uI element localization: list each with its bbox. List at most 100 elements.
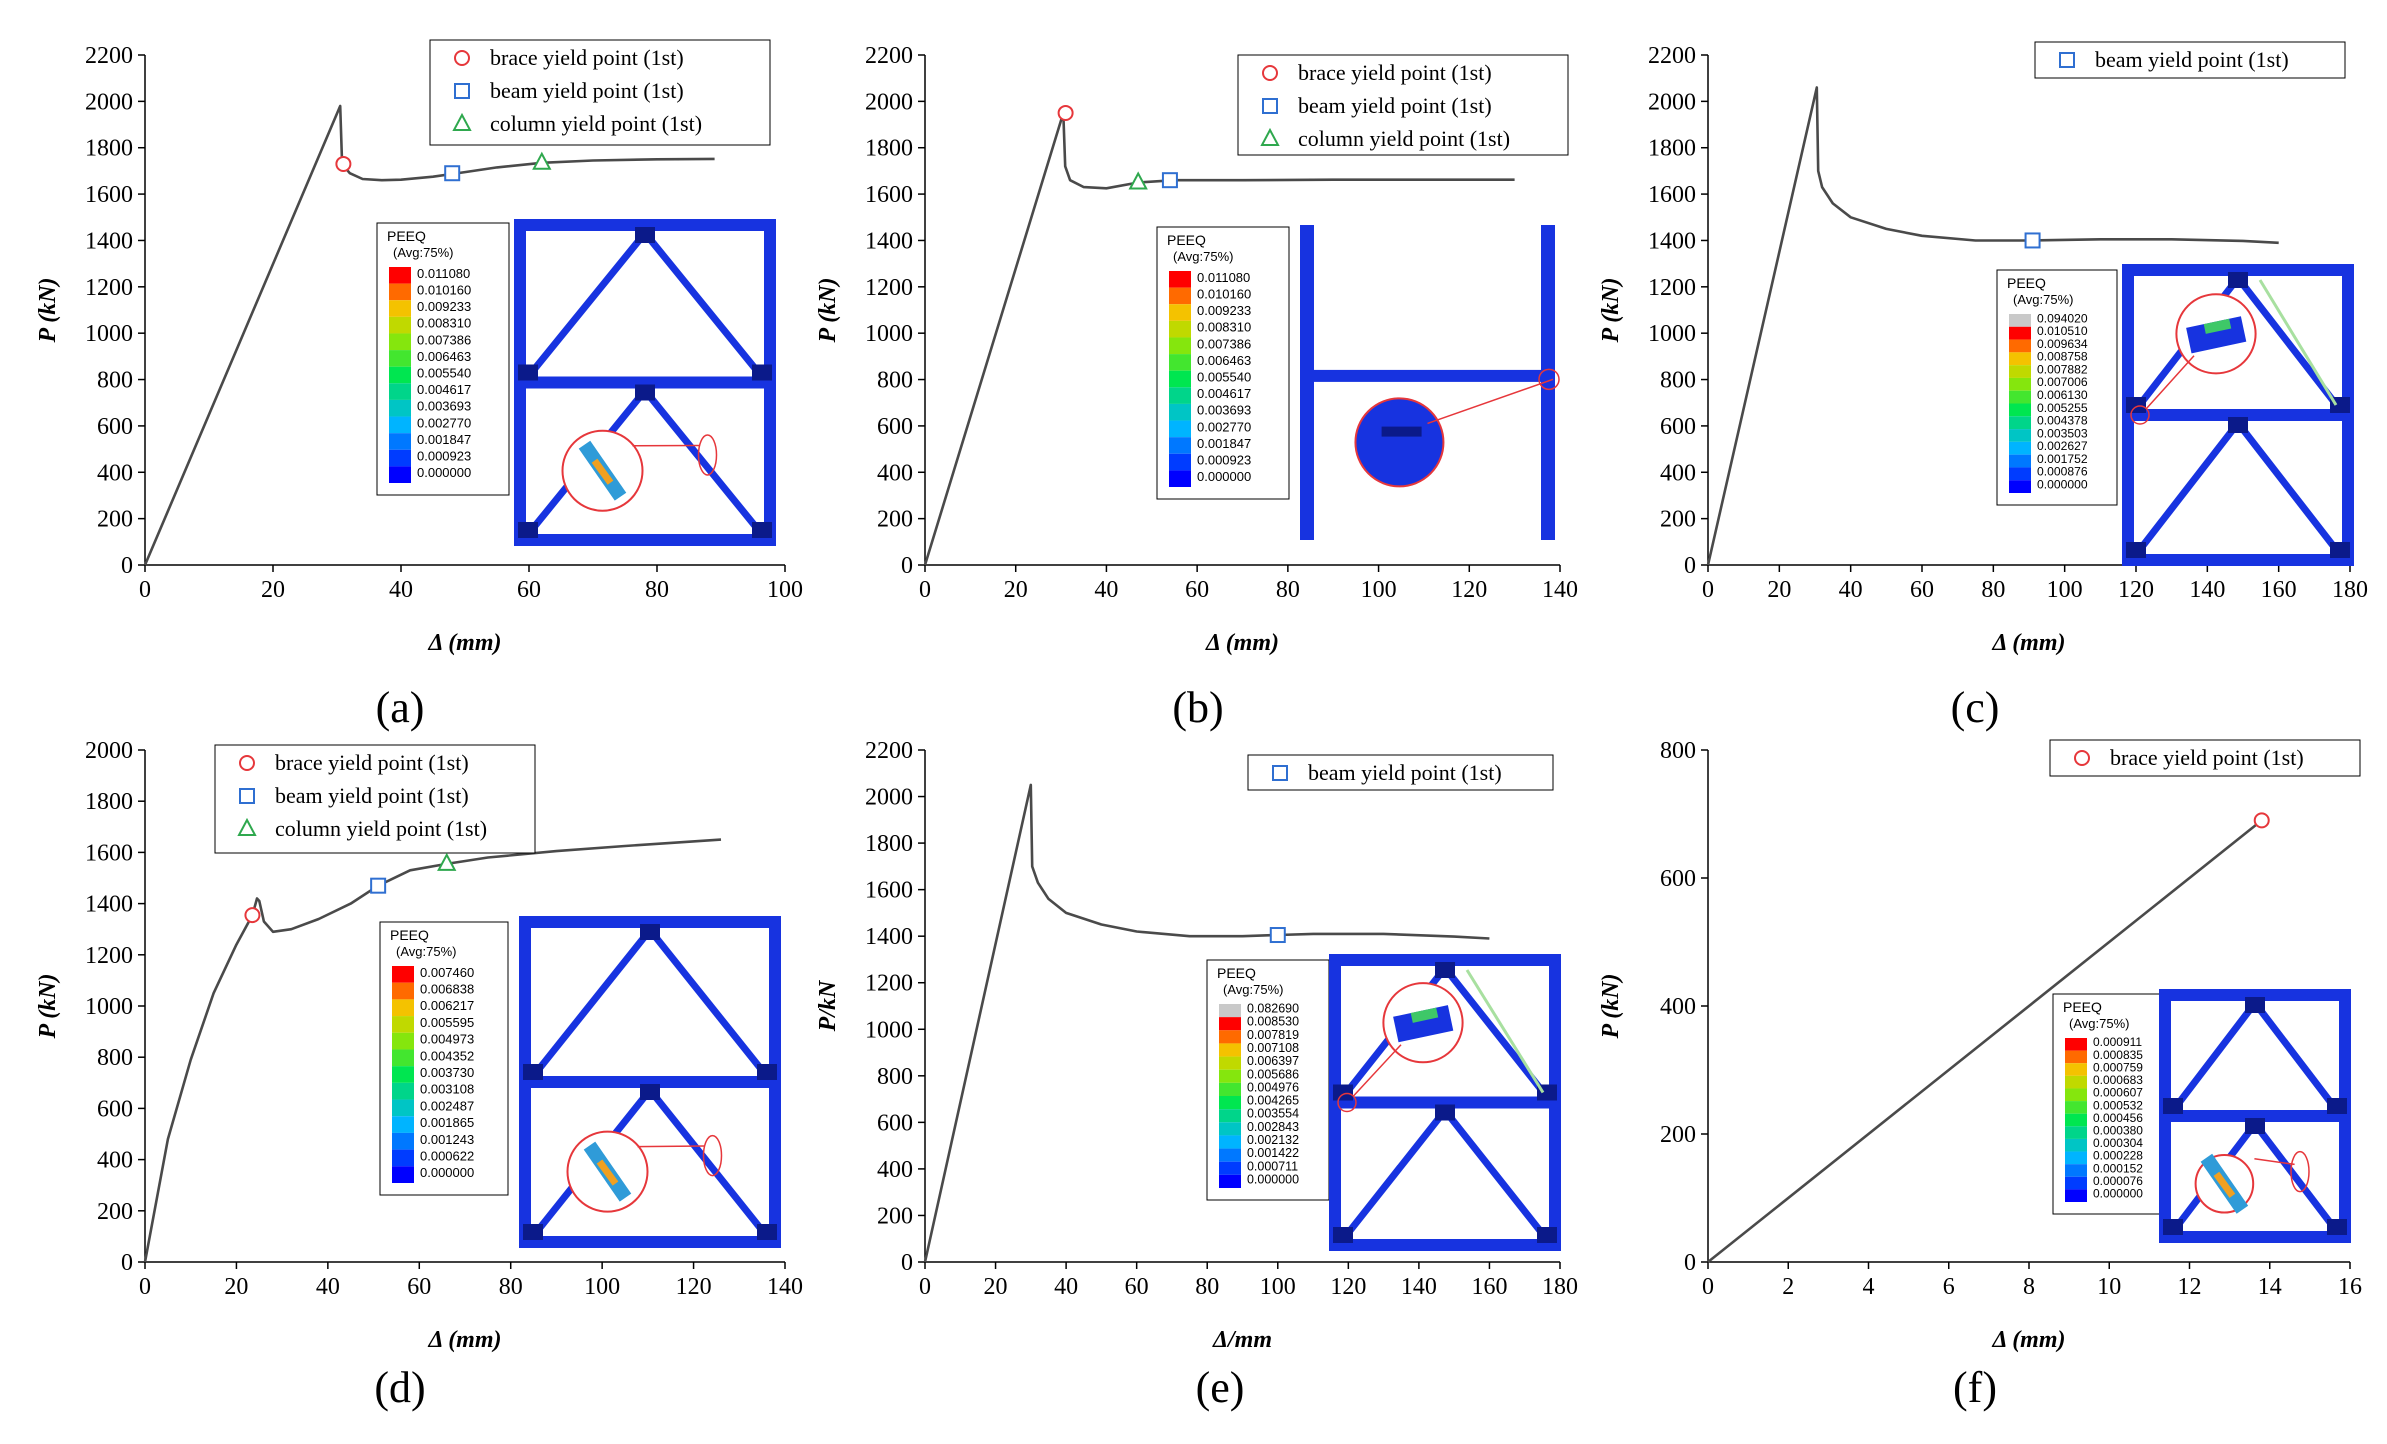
fem-brace — [530, 233, 645, 375]
peeq-value: 0.003554 — [1247, 1107, 1299, 1121]
peeq-swatch — [2009, 429, 2031, 442]
peeq-swatch — [389, 333, 411, 350]
y-tick-label: 1400 — [865, 924, 913, 950]
y-tick-label: 1800 — [85, 789, 133, 815]
y-tick-label: 1200 — [865, 275, 913, 301]
peeq-value: 0.000622 — [420, 1148, 474, 1163]
peeq-swatch — [389, 284, 411, 301]
peeq-value: 0.000923 — [1197, 453, 1251, 468]
peeq-value: 0.001847 — [1197, 436, 1251, 451]
fem-gusset — [1333, 1227, 1353, 1243]
x-tick-label: 20 — [1767, 577, 1791, 603]
fem-gusset — [2327, 1098, 2347, 1114]
x-tick-label: 100 — [767, 577, 803, 603]
y-tick-label: 0 — [121, 553, 133, 579]
legend-label-column: column yield point (1st) — [1298, 126, 1510, 151]
x-tick-label: 120 — [1451, 577, 1487, 603]
peeq-swatch — [2009, 314, 2031, 327]
y-tick-label: 800 — [877, 1064, 913, 1090]
chart-panel-a: 0 20 40 60 80 1000200400600800100012001400160… — [35, 40, 803, 732]
y-tick-label: 600 — [877, 1110, 913, 1136]
fem-yield-band — [2260, 280, 2336, 405]
peeq-value: 0.008310 — [417, 316, 471, 331]
x-tick-label: 40 — [1054, 1274, 1078, 1300]
x-tick-label: 0 — [919, 1274, 931, 1300]
y-tick-label: 2000 — [85, 738, 133, 764]
x-tick-label: 10 — [2097, 1274, 2121, 1300]
x-tick-label: 100 — [1260, 1274, 1296, 1300]
legend-marker-brace — [2075, 751, 2089, 765]
y-tick-label: 1600 — [85, 182, 133, 208]
peeq-value: 0.005686 — [1247, 1067, 1299, 1081]
peeq-title: PEEQ — [387, 228, 426, 244]
x-tick-label: 100 — [2047, 577, 2083, 603]
peeq-swatch — [1169, 288, 1191, 305]
peeq-legend: PEEQ(Avg:75%)0.0826900.0085300.0078190.0… — [1207, 960, 1329, 1200]
x-tick-label: 60 — [517, 577, 541, 603]
fem-zoom-leader — [2254, 1159, 2294, 1165]
fem-gusset — [523, 1064, 543, 1080]
yield-marker-brace — [336, 157, 350, 171]
peeq-swatch — [2009, 327, 2031, 340]
y-tick-label: 600 — [97, 1096, 133, 1122]
x-tick-label: 16 — [2338, 1274, 2362, 1300]
legend-marker-beam — [2060, 53, 2074, 67]
fem-gusset — [640, 924, 660, 940]
peeq-swatch — [392, 1100, 414, 1117]
fem-gusset — [2330, 542, 2350, 558]
peeq-swatch — [392, 999, 414, 1016]
y-tick-label: 2200 — [85, 43, 133, 69]
peeq-swatch — [1219, 1070, 1241, 1083]
fem-gusset — [752, 365, 772, 381]
peeq-title: PEEQ — [1217, 965, 1256, 981]
x-tick-label: 140 — [1542, 577, 1578, 603]
x-axis-label: Δ (mm) — [427, 1327, 501, 1353]
x-tick-label: 0 — [1702, 577, 1714, 603]
x-tick-label: 160 — [2261, 577, 2297, 603]
yield-marker-brace — [1059, 106, 1073, 120]
peeq-swatch — [2065, 1088, 2087, 1101]
y-tick-label: 600 — [877, 414, 913, 440]
y-tick-label: 1200 — [85, 943, 133, 969]
y-tick-label: 400 — [97, 460, 133, 486]
chart-panel-c: 0 20 40 60 80 100 120 140 160 1800200400600800100… — [1598, 42, 2368, 732]
peeq-swatch — [389, 400, 411, 417]
peeq-swatch — [1219, 1096, 1241, 1109]
legend-label-column: column yield point (1st) — [490, 111, 702, 136]
x-tick-label: 140 — [1401, 1274, 1437, 1300]
peeq-swatch — [2065, 1076, 2087, 1089]
legend-label-beam: beam yield point (1st) — [2095, 47, 2289, 72]
peeq-value: 0.000000 — [417, 465, 471, 480]
peeq-value: 0.001243 — [420, 1132, 474, 1147]
peeq-swatch — [1219, 1017, 1241, 1030]
peeq-value: 0.009233 — [1197, 303, 1251, 318]
chart-panel-f: 0 2 4 6 8 10 12 14 160200400600800Δ (mm)P (kN)(f… — [1598, 738, 2362, 1412]
peeq-value: 0.000000 — [420, 1165, 474, 1180]
legend-label-beam: beam yield point (1st) — [1298, 93, 1492, 118]
fem-gusset — [2163, 1098, 2183, 1114]
fem-zoom-leader — [638, 1146, 706, 1147]
x-axis-label: Δ (mm) — [427, 630, 501, 656]
peeq-swatch — [1169, 421, 1191, 438]
peeq-swatch — [389, 450, 411, 467]
legend: beam yield point (1st) — [1248, 755, 1553, 790]
peeq-value: 0.009233 — [417, 299, 471, 314]
fem-gusset — [1435, 1105, 1455, 1121]
fem-gusset — [635, 385, 655, 401]
x-tick-label: 180 — [2332, 577, 2368, 603]
peeq-value: 0.006463 — [1197, 353, 1251, 368]
legend-marker-beam — [1263, 99, 1277, 113]
peeq-value: 0.002843 — [1247, 1120, 1299, 1134]
fem-brace — [645, 391, 760, 533]
peeq-value: 0.001865 — [420, 1115, 474, 1130]
legend: brace yield point (1st)beam yield point … — [215, 745, 535, 853]
fem-gusset — [518, 365, 538, 381]
fem-brace — [2175, 1003, 2255, 1108]
fem-brace — [2255, 1003, 2335, 1108]
y-tick-label: 400 — [877, 1157, 913, 1183]
yield-marker-brace — [2255, 813, 2269, 827]
x-tick-label: 80 — [1981, 577, 2005, 603]
y-axis-label: P (kN) — [815, 277, 841, 343]
fem-brace — [650, 930, 765, 1074]
